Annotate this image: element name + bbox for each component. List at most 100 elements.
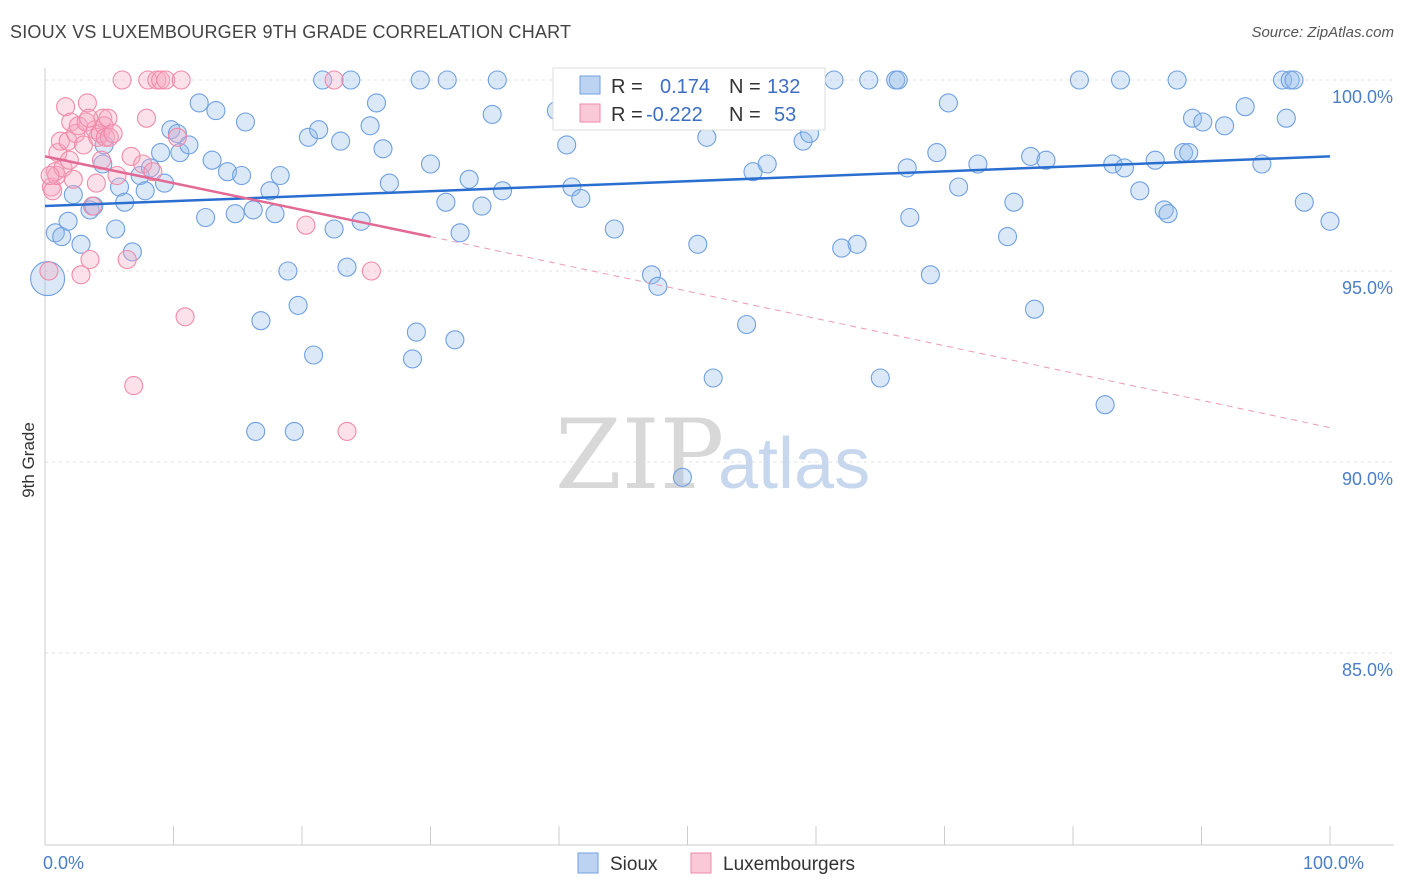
point-sioux-93: [859, 70, 879, 90]
point-luxembourgers-36: [124, 376, 144, 396]
legend-swatch-sioux: [577, 852, 599, 874]
point-sioux-102: [949, 177, 969, 197]
point-luxembourgers-19: [80, 249, 100, 270]
point-sioux-62: [472, 196, 492, 216]
source-label: Source: ZipAtlas.com: [1251, 24, 1394, 41]
point-sioux-24: [196, 207, 216, 228]
point-sioux-74: [648, 276, 668, 296]
point-luxembourgers-2: [43, 181, 63, 201]
point-sioux-114: [1130, 181, 1150, 201]
point-sioux-23: [189, 93, 209, 113]
point-sioux-26: [206, 101, 226, 121]
point-sioux-90: [824, 70, 844, 90]
point-luxembourgers-30: [99, 127, 119, 147]
point-sioux-57: [436, 192, 456, 212]
point-luxembourgers-34: [117, 249, 137, 270]
point-sioux-35: [265, 204, 285, 224]
point-sioux-50: [366, 93, 387, 113]
point-sioux-81: [703, 368, 723, 388]
x-tick-labels: 0.0% 100.0%: [43, 853, 1364, 873]
point-luxembourgers-42: [151, 70, 171, 90]
point-sioux-118: [1167, 70, 1187, 90]
legend-swatch-luxembourgers: [690, 852, 712, 874]
point-sioux-3: [58, 211, 78, 231]
point-sioux-116: [1154, 200, 1174, 220]
point-sioux-96: [888, 70, 908, 90]
point-sioux-123: [1215, 116, 1235, 136]
point-sioux-4: [63, 185, 83, 205]
point-sioux-44: [324, 219, 344, 239]
point-sioux-11: [109, 177, 130, 197]
point-luxembourgers-37: [133, 154, 153, 174]
y-tick-labels: 100.0% 95.0% 90.0% 85.0%: [1332, 87, 1393, 680]
point-luxembourgers-8: [56, 97, 76, 117]
point-sioux-59: [445, 330, 465, 350]
stats-legend: R = 0.174 N = 132 R = -0.222 N = 53: [552, 67, 826, 131]
point-sioux-60: [450, 223, 470, 243]
point-sioux-36: [270, 165, 290, 186]
stats-n-value-sioux: 132: [767, 76, 800, 98]
point-sioux-100: [927, 143, 947, 163]
point-luxembourgers-50: [361, 261, 381, 281]
point-sioux-34: [260, 181, 280, 201]
point-sioux-52: [379, 173, 399, 193]
point-luxembourgers-52: [79, 108, 99, 128]
trend-line-sioux: [44, 155, 1331, 208]
point-sioux-98: [900, 207, 920, 228]
point-sioux-42: [309, 120, 329, 140]
stats-legend-swatch-sioux: [579, 75, 601, 95]
point-sioux-105: [1004, 192, 1024, 212]
point-sioux-41: [304, 345, 324, 365]
point-luxembourgers-46: [175, 307, 195, 327]
axes: [44, 68, 1394, 846]
point-luxembourgers-49: [337, 421, 357, 441]
watermark-atlas: atlas: [718, 424, 870, 504]
point-sioux-47: [341, 70, 361, 90]
y-tick-label-1: 95.0%: [1342, 278, 1393, 298]
point-luxembourgers-12: [63, 169, 83, 189]
point-sioux-121: [1182, 108, 1203, 128]
point-sioux-17: [151, 143, 171, 163]
point-sioux-109: [1069, 70, 1089, 90]
point-sioux-79: [688, 234, 708, 254]
point-sioux-46: [337, 257, 357, 277]
point-sioux-55: [410, 70, 430, 90]
point-sioux-131: [1320, 211, 1340, 231]
point-sioux-110: [1095, 395, 1115, 415]
point-sioux-107: [1024, 299, 1045, 319]
point-sioux-56: [420, 154, 441, 174]
y-axis-label: 9th Grade: [19, 422, 38, 498]
point-sioux-40: [298, 127, 318, 147]
point-sioux-43: [313, 70, 333, 90]
point-luxembourgers-6: [50, 131, 70, 151]
point-sioux-112: [1110, 70, 1131, 90]
point-sioux-31: [243, 200, 263, 220]
point-sioux-113: [1114, 158, 1134, 178]
point-sioux-58: [437, 70, 457, 90]
point-sioux-25: [202, 150, 222, 170]
point-sioux-88: [793, 131, 813, 151]
series-legend: Sioux Luxembourgers: [577, 852, 855, 875]
point-sioux-28: [225, 204, 245, 224]
point-sioux-51: [373, 139, 393, 159]
point-luxembourgers-38: [136, 108, 157, 128]
point-sioux-117: [1158, 204, 1178, 224]
point-sioux-124: [1235, 97, 1255, 117]
stats-r-label-sioux: R =: [611, 76, 643, 98]
point-sioux-27: [217, 162, 238, 182]
point-sioux-129: [1284, 70, 1304, 90]
grid-lines: [45, 79, 1394, 654]
point-sioux-49: [360, 116, 380, 136]
point-sioux-77: [672, 467, 692, 487]
y-tick-label-3: 85.0%: [1342, 660, 1393, 680]
y-tick-label-0: 100.0%: [1332, 87, 1393, 107]
point-luxembourgers-51: [40, 165, 60, 186]
point-sioux-99: [920, 265, 940, 285]
stats-n-label-luxembourgers: N =: [729, 104, 761, 126]
point-sioux-10: [106, 219, 126, 239]
stats-r-label-luxembourgers: R =: [611, 104, 643, 126]
point-sioux-65: [492, 181, 513, 201]
trend-lines: [44, 155, 1331, 429]
legend-label-luxembourgers: Luxembourgers: [723, 854, 855, 875]
